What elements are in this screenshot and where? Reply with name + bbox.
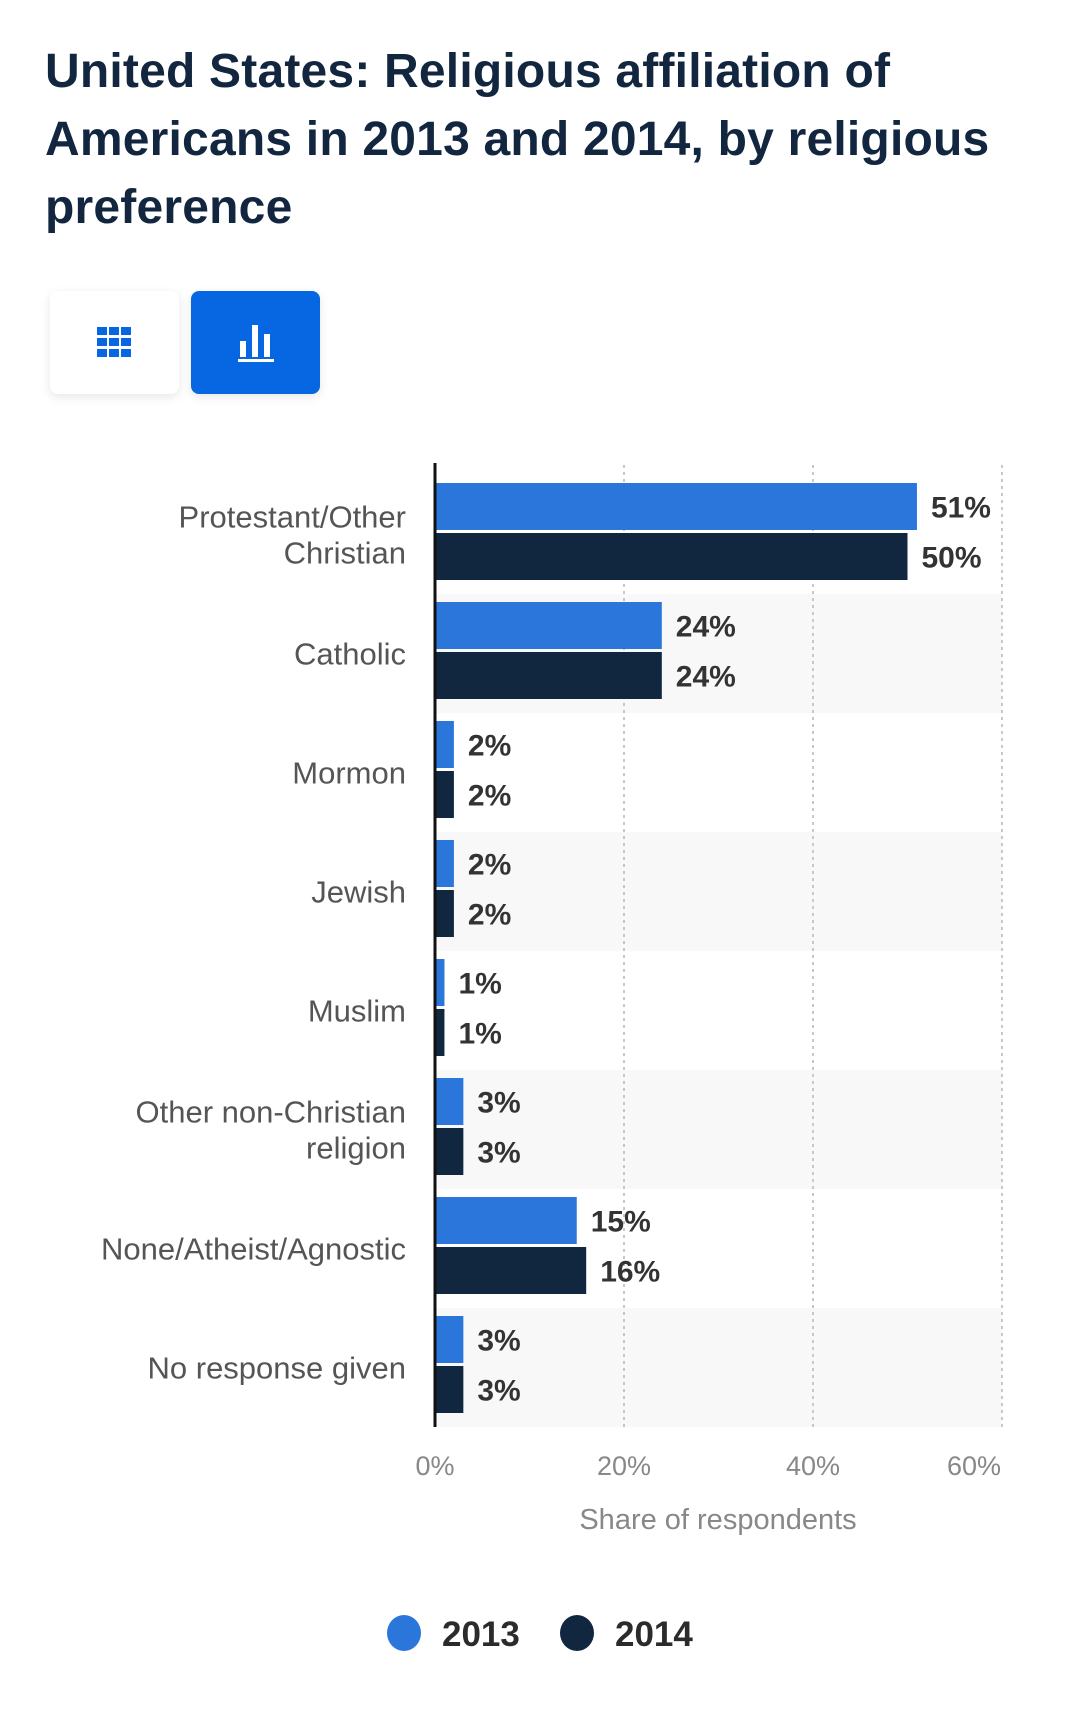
bar-chart-icon xyxy=(237,324,274,362)
data-label-2014: 3% xyxy=(477,1137,520,1170)
data-label-2013: 2% xyxy=(468,730,511,763)
bar-2014 xyxy=(435,1247,587,1294)
bar-2014 xyxy=(435,652,662,699)
data-label-2014: 3% xyxy=(477,1375,520,1408)
category-label: Protestant/Other xyxy=(179,500,406,535)
chart-view-button[interactable] xyxy=(191,291,320,394)
data-label-2013: 51% xyxy=(931,492,991,525)
data-label-2014: 2% xyxy=(468,780,511,813)
data-label-2013: 15% xyxy=(591,1206,651,1239)
x-tick-label: 60% xyxy=(947,1451,1001,1481)
bar-2013 xyxy=(435,1197,577,1244)
x-tick-label: 20% xyxy=(597,1451,651,1481)
data-label-2014: 50% xyxy=(922,542,982,575)
row-band xyxy=(435,832,1002,951)
bar-2013 xyxy=(435,602,662,649)
category-label: Other non-Christian xyxy=(135,1095,406,1130)
legend-marker-2013 xyxy=(387,1615,421,1651)
bar-2014 xyxy=(435,771,454,818)
data-label-2013: 3% xyxy=(477,1325,520,1358)
bar-2014 xyxy=(435,1128,464,1175)
bar-2013 xyxy=(435,721,454,768)
bar-2013 xyxy=(435,483,917,530)
data-label-2013: 2% xyxy=(468,849,511,882)
data-label-2013: 3% xyxy=(477,1087,520,1120)
legend-label-2013: 2013 xyxy=(442,1615,520,1654)
chart-title: United States: Religious affiliation of … xyxy=(45,45,990,234)
data-label-2013: 1% xyxy=(458,968,501,1001)
table-view-button[interactable] xyxy=(50,291,179,394)
legend-label-2014: 2014 xyxy=(615,1615,693,1654)
row-band xyxy=(435,1308,1002,1427)
category-label: No response given xyxy=(148,1351,407,1386)
data-label-2014: 1% xyxy=(458,1018,501,1051)
category-label: religion xyxy=(306,1131,406,1166)
category-label: Christian xyxy=(284,536,406,571)
category-label: Catholic xyxy=(294,637,406,672)
x-tick-label: 40% xyxy=(786,1451,840,1481)
data-label-2014: 2% xyxy=(468,899,511,932)
data-label-2013: 24% xyxy=(676,611,736,644)
bar-2014 xyxy=(435,1366,464,1413)
category-label: Muslim xyxy=(308,994,406,1029)
x-axis-title: Share of respondents xyxy=(579,1504,856,1536)
grid-icon xyxy=(96,326,131,357)
category-label: None/Atheist/Agnostic xyxy=(101,1232,406,1267)
bar-2014 xyxy=(435,890,454,937)
bar-2013 xyxy=(435,1316,464,1363)
bar-2013 xyxy=(435,840,454,887)
bar-2013 xyxy=(435,1078,464,1125)
legend-marker-2014 xyxy=(560,1615,594,1651)
category-label: Jewish xyxy=(311,875,406,910)
data-label-2014: 16% xyxy=(600,1256,660,1289)
bar-2014 xyxy=(435,1009,445,1056)
bar-2014 xyxy=(435,533,908,580)
data-label-2014: 24% xyxy=(676,661,736,694)
bar-2013 xyxy=(435,959,445,1006)
category-label: Mormon xyxy=(292,756,406,791)
x-tick-label: 0% xyxy=(415,1451,454,1481)
row-band xyxy=(435,1070,1002,1189)
